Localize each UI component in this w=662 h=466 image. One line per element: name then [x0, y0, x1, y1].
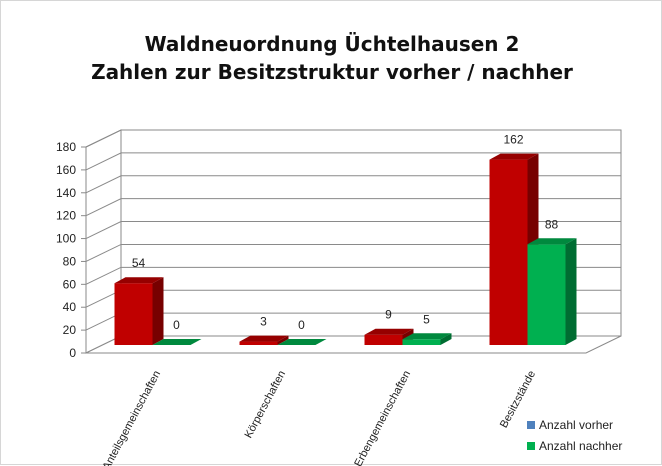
gridline	[85, 243, 621, 262]
category-label: Erbengemeinschaften	[352, 369, 413, 466]
bar-0-1	[239, 335, 289, 345]
gridline	[85, 266, 621, 285]
chart-subtitle: Zahlen zur Besitzstruktur vorher / nachh…	[91, 60, 573, 84]
bar-0-3	[489, 153, 539, 345]
bar-side	[152, 277, 164, 345]
y-tick-label: 120	[56, 209, 76, 223]
data-labels: 54 0 3 0 9 5 162 88	[132, 133, 559, 332]
y-tick-label: 40	[63, 300, 77, 314]
data-label: 3	[260, 315, 267, 329]
bar-front	[114, 283, 153, 345]
x-axis-categories: Anteilsgemeinschaften Körperschaften Erben…	[101, 369, 539, 466]
data-label: 5	[423, 312, 430, 326]
bar-top	[114, 277, 164, 284]
y-axis-ticks: 0 20 40 60 80 100 120 140 160 180	[56, 140, 86, 360]
bar-top	[239, 335, 289, 342]
data-label: 88	[545, 217, 559, 231]
y-tick-label: 180	[56, 140, 76, 154]
y-tick-label: 140	[56, 186, 76, 200]
chart-bars	[114, 153, 577, 345]
category-label: Besitzstände	[498, 369, 538, 430]
data-label: 0	[298, 318, 305, 332]
bar-top	[402, 333, 452, 340]
bar-top	[527, 238, 577, 245]
bar-1-3	[527, 238, 577, 345]
gridline	[85, 221, 621, 240]
bar-front	[489, 159, 528, 345]
gridline	[85, 152, 621, 171]
bar-top	[489, 153, 539, 160]
y-tick-label: 80	[63, 254, 77, 268]
data-label: 0	[173, 318, 180, 332]
legend-swatch	[527, 442, 535, 450]
data-label: 9	[385, 308, 392, 322]
floor	[85, 335, 622, 354]
bar-1-2	[402, 333, 452, 345]
bar-side	[277, 335, 289, 345]
chart-legend: Anzahl vorher Anzahl nachher	[527, 418, 622, 453]
bar-top	[364, 328, 414, 335]
chart-title: Waldneuordnung Üchtelhausen 2	[145, 32, 520, 56]
y-tick-label: 100	[56, 232, 76, 246]
legend-label: Anzahl vorher	[539, 418, 613, 432]
bar-0-0	[114, 277, 164, 345]
legend-label: Anzahl nachher	[539, 439, 622, 453]
bar-1-1	[277, 339, 327, 345]
bar-front	[364, 334, 403, 345]
bar-front	[239, 341, 278, 345]
data-label: 162	[503, 133, 523, 147]
bar-front	[527, 244, 566, 345]
data-label: 54	[132, 256, 146, 270]
bar-top	[152, 339, 202, 345]
y-tick-label: 160	[56, 163, 76, 177]
y-tick-label: 60	[63, 277, 77, 291]
bar-side	[565, 238, 577, 345]
bar-front	[402, 339, 441, 345]
gridline	[85, 198, 621, 217]
bar-1-0	[152, 339, 202, 345]
gridline	[85, 175, 621, 194]
bar-side	[440, 333, 452, 345]
y-tick-label: 0	[69, 346, 76, 360]
gridline	[85, 129, 621, 148]
category-label: Anteilsgemeinschaften	[101, 369, 164, 466]
legend-swatch	[527, 421, 535, 429]
chart-grid	[85, 129, 621, 331]
category-label: Körperschaften	[243, 369, 289, 441]
y-tick-label: 20	[63, 323, 77, 337]
bar-top	[277, 339, 327, 345]
